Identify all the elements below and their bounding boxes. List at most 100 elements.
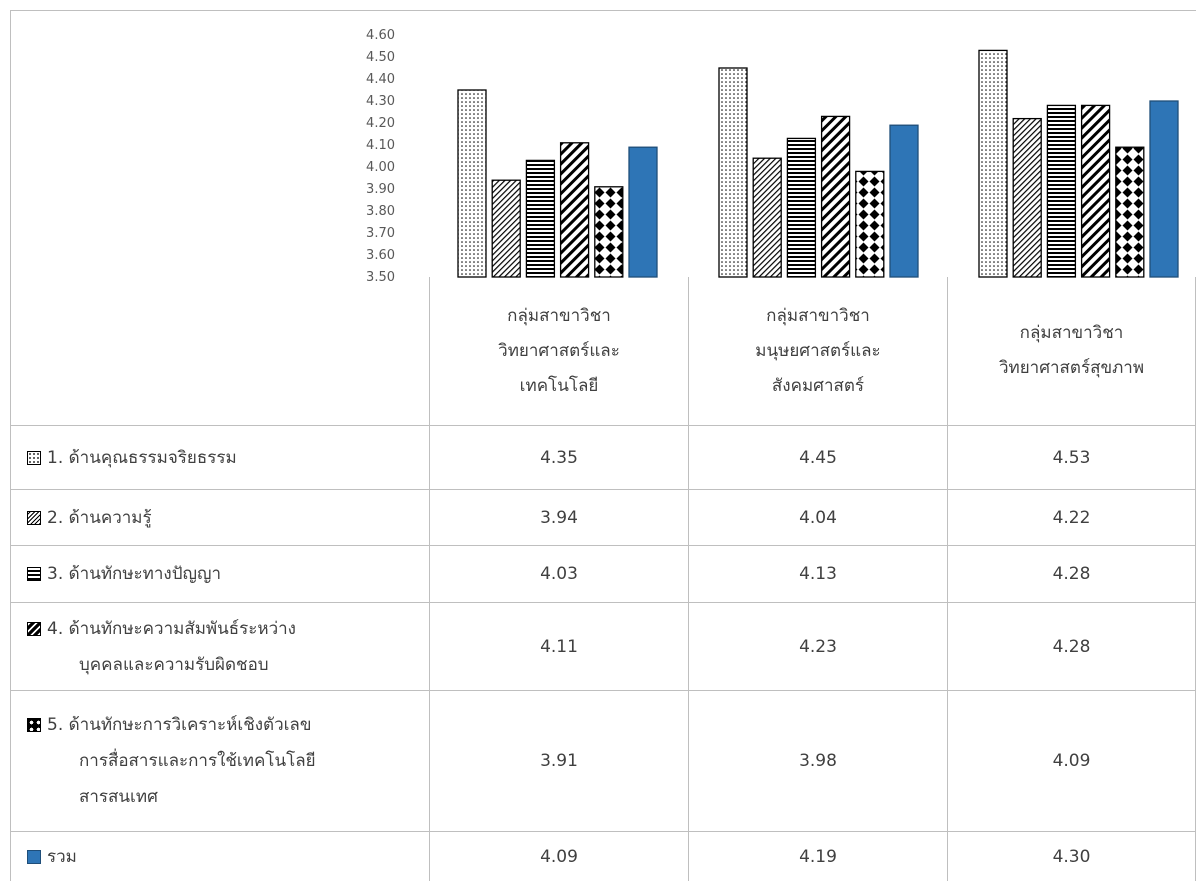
bar-series-5-category-3 [1115, 146, 1145, 278]
bar-series-6-category-3 [1149, 100, 1179, 278]
value-cell: 3.91 [429, 690, 688, 831]
legend-label-line: รวม [27, 839, 77, 875]
value-cell: 4.45 [688, 425, 947, 489]
legend-swatch [27, 621, 41, 636]
legend-label: 3. ด้านทักษะทางปัญญา [47, 564, 222, 584]
data-value-label: 4.53 [1052, 447, 1091, 468]
bar-series-2-category-2 [752, 157, 782, 278]
category-label-line: เทคโนโลยี [519, 375, 599, 396]
bar-series-4-category-2 [820, 115, 851, 278]
bar-series-6-category-2 [889, 124, 919, 278]
legend-label-line: 2. ด้านความรู้ [27, 500, 152, 536]
category-label: กลุ่มสาขาวิชามนุษยศาสตร์และสังคมศาสตร์ [755, 299, 880, 404]
category-header: กลุ่มสาขาวิชามนุษยศาสตร์และสังคมศาสตร์ [688, 277, 947, 425]
y-tick-label: 4.00 [366, 160, 395, 175]
legend-label: การสื่อสารและการใช้เทคโนโลยี [79, 751, 316, 771]
data-table: กลุ่มสาขาวิชา วิทยาศาสตร์และ เทคโนโลยี กลุ่… [10, 277, 1196, 881]
legend-label-line: สารสนเทศ [27, 779, 158, 815]
legend-label: บุคคลและความรับผิดชอบ [79, 654, 269, 675]
legend-label: 1. ด้านคุณธรรมจริยธรรม [47, 447, 237, 468]
category-label-line: กลุ่มสาขาวิชา [766, 305, 870, 326]
y-tick-label: 3.80 [366, 204, 395, 219]
y-tick-label: 3.90 [366, 182, 395, 197]
data-value-label: 3.91 [540, 751, 578, 771]
bar-series-6-category-1 [628, 146, 658, 278]
data-value-label: 4.04 [799, 507, 837, 528]
value-cell: 4.30 [947, 831, 1196, 881]
legend-label-line: 4. ด้านทักษะความสัมพันธ์ระหว่าง [27, 611, 296, 647]
y-tick-label: 4.30 [366, 94, 395, 109]
category-label-line: สังคมศาสตร์ [771, 375, 865, 396]
y-tick-label: 4.50 [366, 50, 395, 65]
value-cell: 4.28 [947, 602, 1196, 690]
legend-swatch [27, 718, 41, 732]
y-tick-label: 3.50 [366, 270, 395, 285]
bar-series-4-category-3 [1080, 104, 1111, 278]
data-value-label: 4.30 [1052, 846, 1091, 867]
category-header: กลุ่มสาขาวิชา วิทยาศาสตร์สุขภาพ [947, 277, 1196, 425]
data-value-label: 3.98 [799, 751, 837, 771]
legend-swatch [27, 567, 41, 581]
legend-label: 5. ด้านทักษะการวิเคราะห์เชิงตัวเลข [47, 715, 312, 735]
y-tick-label: 4.60 [366, 28, 395, 43]
bar-series-1-category-2 [718, 67, 748, 278]
value-cell: 4.53 [947, 425, 1196, 489]
category-label: กลุ่มสาขาวิชา วิทยาศาสตร์สุขภาพ [999, 316, 1144, 386]
legend-cell: รวม [10, 831, 429, 881]
value-cell: 3.98 [688, 690, 947, 831]
category-label-line: วิทยาศาสตร์และ [498, 340, 620, 361]
bar-series-2-category-1 [491, 179, 521, 278]
value-cell: 4.09 [947, 690, 1196, 831]
data-value-label: 4.28 [1052, 564, 1091, 584]
data-value-label: 4.35 [540, 447, 578, 468]
legend-cell: 5. ด้านทักษะการวิเคราะห์เชิงตัวเลขการสื่… [10, 690, 429, 831]
y-tick-label: 4.40 [366, 72, 395, 87]
data-value-label: 4.28 [1052, 636, 1091, 657]
data-value-label: 4.23 [799, 636, 837, 657]
legend-label-line: 3. ด้านทักษะทางปัญญา [27, 556, 221, 592]
legend-label: รวม [47, 846, 77, 867]
y-tick-label: 4.20 [366, 116, 395, 131]
legend-label: 2. ด้านความรู้ [47, 507, 152, 528]
bar-series-3-category-1 [525, 159, 556, 278]
category-label: กลุ่มสาขาวิชาวิทยาศาสตร์และเทคโนโลยี [498, 299, 620, 404]
data-value-label: 4.09 [1052, 751, 1091, 771]
bar-series-2-category-3 [1012, 117, 1042, 278]
data-value-label: 4.11 [540, 636, 578, 657]
data-value-label: 4.22 [1052, 507, 1091, 528]
category-label-line: วิทยาศาสตร์สุขภาพ [998, 358, 1145, 378]
data-value-label: 3.94 [540, 507, 578, 528]
legend-cell: 4. ด้านทักษะความสัมพันธ์ระหว่างบุคคลและค… [10, 602, 429, 690]
category-label-line: มนุษยศาสตร์และ [755, 340, 881, 361]
y-tick-label: 4.10 [366, 138, 395, 153]
category-header: กลุ่มสาขาวิชาวิทยาศาสตร์และเทคโนโลยี [429, 277, 688, 425]
bar-series-4-category-1 [559, 142, 590, 278]
data-value-label: 4.09 [540, 846, 578, 867]
value-cell: 4.19 [688, 831, 947, 881]
legend-cell: 3. ด้านทักษะทางปัญญา [10, 545, 429, 602]
bar-series-3-category-3 [1046, 104, 1077, 278]
legend-label-line: บุคคลและความรับผิดชอบ [27, 647, 269, 683]
value-cell: 4.03 [429, 545, 688, 602]
category-label-line: กลุ่มสาขาวิชา [507, 305, 611, 326]
value-cell: 4.04 [688, 489, 947, 545]
data-value-label: 4.45 [799, 447, 837, 468]
value-cell: 4.13 [688, 545, 947, 602]
bar-series-1-category-1 [457, 89, 487, 278]
value-cell: 4.22 [947, 489, 1196, 545]
y-tick-label: 3.60 [366, 248, 395, 263]
legend-label: สารสนเทศ [79, 787, 158, 807]
bar-series-1-category-3 [978, 49, 1008, 278]
legend-swatch [27, 510, 41, 525]
legend-label-line: 1. ด้านคุณธรรมจริยธรรม [27, 440, 237, 476]
legend-cell: 2. ด้านความรู้ [10, 489, 429, 545]
legend-label-line: การสื่อสารและการใช้เทคโนโลยี [27, 743, 316, 779]
data-value-label: 4.19 [799, 846, 837, 867]
y-tick-label: 3.70 [366, 226, 395, 241]
legend-cell: 1. ด้านคุณธรรมจริยธรรม [10, 425, 429, 489]
legend-swatch [27, 450, 41, 465]
value-cell: 3.94 [429, 489, 688, 545]
legend-swatch [27, 849, 41, 864]
bar-chart: 3.50 3.60 3.70 3.80 3.90 4.00 4.10 4.20 4.30 4.40… [366, 28, 1179, 285]
data-value-label: 4.13 [799, 564, 837, 584]
